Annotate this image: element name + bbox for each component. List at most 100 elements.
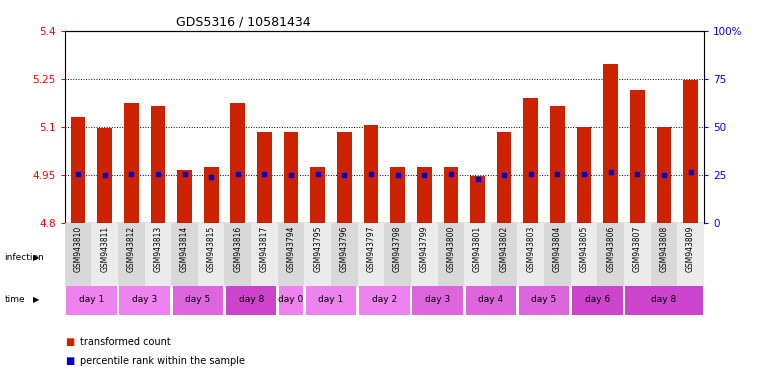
Text: time: time	[5, 295, 25, 304]
Bar	[118, 223, 145, 286]
Bar	[284, 132, 298, 223]
Text: day 3: day 3	[132, 295, 158, 304]
Text: ▶: ▶	[33, 295, 40, 304]
Bar	[470, 176, 485, 223]
Text: GSM943807: GSM943807	[633, 226, 642, 272]
Bar	[331, 223, 358, 286]
Text: GSM943815: GSM943815	[207, 226, 215, 272]
Text: GSM943810: GSM943810	[74, 226, 82, 272]
Bar	[231, 103, 245, 223]
Bar	[524, 98, 538, 223]
Bar	[657, 127, 671, 223]
Text: GSM943806: GSM943806	[607, 226, 615, 272]
Bar	[278, 223, 304, 286]
Text: GSM943797: GSM943797	[367, 226, 375, 272]
Bar	[519, 284, 569, 315]
Text: day 5: day 5	[185, 295, 211, 304]
Bar	[626, 284, 702, 315]
Text: day 8: day 8	[238, 295, 264, 304]
Text: day 4: day 4	[478, 295, 504, 304]
Text: day 5: day 5	[531, 295, 557, 304]
Bar	[306, 284, 356, 315]
Text: GSM943811: GSM943811	[100, 226, 109, 272]
Bar	[384, 223, 411, 286]
Bar	[603, 65, 618, 223]
Bar	[304, 223, 331, 286]
Bar	[577, 127, 591, 223]
Bar	[65, 223, 91, 286]
Bar	[198, 223, 224, 286]
Text: infection: infection	[5, 253, 44, 262]
Text: GSM943805: GSM943805	[580, 226, 588, 272]
Text: GSM943801: GSM943801	[473, 226, 482, 272]
Bar	[517, 223, 544, 286]
Bar	[310, 167, 325, 223]
Text: GSM943816: GSM943816	[234, 226, 242, 272]
Bar	[444, 167, 458, 223]
Text: day 6: day 6	[584, 295, 610, 304]
Bar	[464, 223, 491, 286]
Bar	[597, 223, 624, 286]
Text: day 3: day 3	[425, 295, 451, 304]
Text: day 2: day 2	[371, 295, 397, 304]
Bar	[544, 223, 571, 286]
Bar	[359, 284, 409, 315]
Bar	[173, 284, 223, 315]
Bar	[66, 242, 276, 273]
Text: GSM943795: GSM943795	[314, 226, 322, 272]
Bar	[364, 125, 378, 223]
Text: day 1: day 1	[318, 295, 344, 304]
Bar	[251, 223, 278, 286]
Bar	[279, 284, 303, 315]
Bar	[279, 242, 702, 273]
Text: GSM943794: GSM943794	[287, 226, 295, 272]
Text: day 0: day 0	[279, 295, 304, 304]
Bar	[624, 223, 651, 286]
Bar	[358, 223, 384, 286]
Text: GSM943796: GSM943796	[340, 226, 349, 272]
Bar	[390, 167, 405, 223]
Bar	[550, 106, 565, 223]
Text: GSM943809: GSM943809	[686, 226, 695, 272]
Bar	[71, 117, 85, 223]
Text: GSM943800: GSM943800	[447, 226, 455, 272]
Text: GSM943808: GSM943808	[660, 226, 668, 272]
Text: day 8: day 8	[651, 295, 677, 304]
Bar	[145, 223, 171, 286]
Text: ■: ■	[65, 356, 74, 366]
Bar	[630, 90, 645, 223]
Text: GSM943813: GSM943813	[154, 226, 162, 272]
Text: GSM943804: GSM943804	[553, 226, 562, 272]
Text: day 1: day 1	[78, 295, 104, 304]
Text: ■: ■	[65, 337, 74, 347]
Text: GSM943812: GSM943812	[127, 226, 135, 272]
Bar	[171, 223, 198, 286]
Bar	[497, 132, 511, 223]
Bar	[151, 106, 165, 223]
Bar	[491, 223, 517, 286]
Text: retroviruses encoding the four transcription factors: retroviruses encoding the four transcrip…	[374, 253, 607, 262]
Bar	[571, 223, 597, 286]
Bar	[677, 223, 704, 286]
Bar	[226, 284, 276, 315]
Bar	[204, 167, 218, 223]
Text: GSM943803: GSM943803	[527, 226, 535, 272]
Bar	[412, 284, 463, 315]
Bar	[337, 132, 352, 223]
Text: GSM943802: GSM943802	[500, 226, 508, 272]
Bar	[177, 170, 192, 223]
Text: retrovirus encoding GFP: retrovirus encoding GFP	[116, 253, 226, 262]
Bar	[417, 167, 431, 223]
Bar	[651, 223, 677, 286]
Bar	[438, 223, 464, 286]
Text: transformed count: transformed count	[80, 337, 170, 347]
Bar	[257, 132, 272, 223]
Bar	[119, 284, 170, 315]
Bar	[683, 80, 698, 223]
Bar	[66, 284, 116, 315]
Bar	[91, 223, 118, 286]
Bar	[572, 284, 622, 315]
Text: GSM943799: GSM943799	[420, 226, 428, 272]
Text: GSM943798: GSM943798	[393, 226, 402, 272]
Text: GSM943817: GSM943817	[260, 226, 269, 272]
